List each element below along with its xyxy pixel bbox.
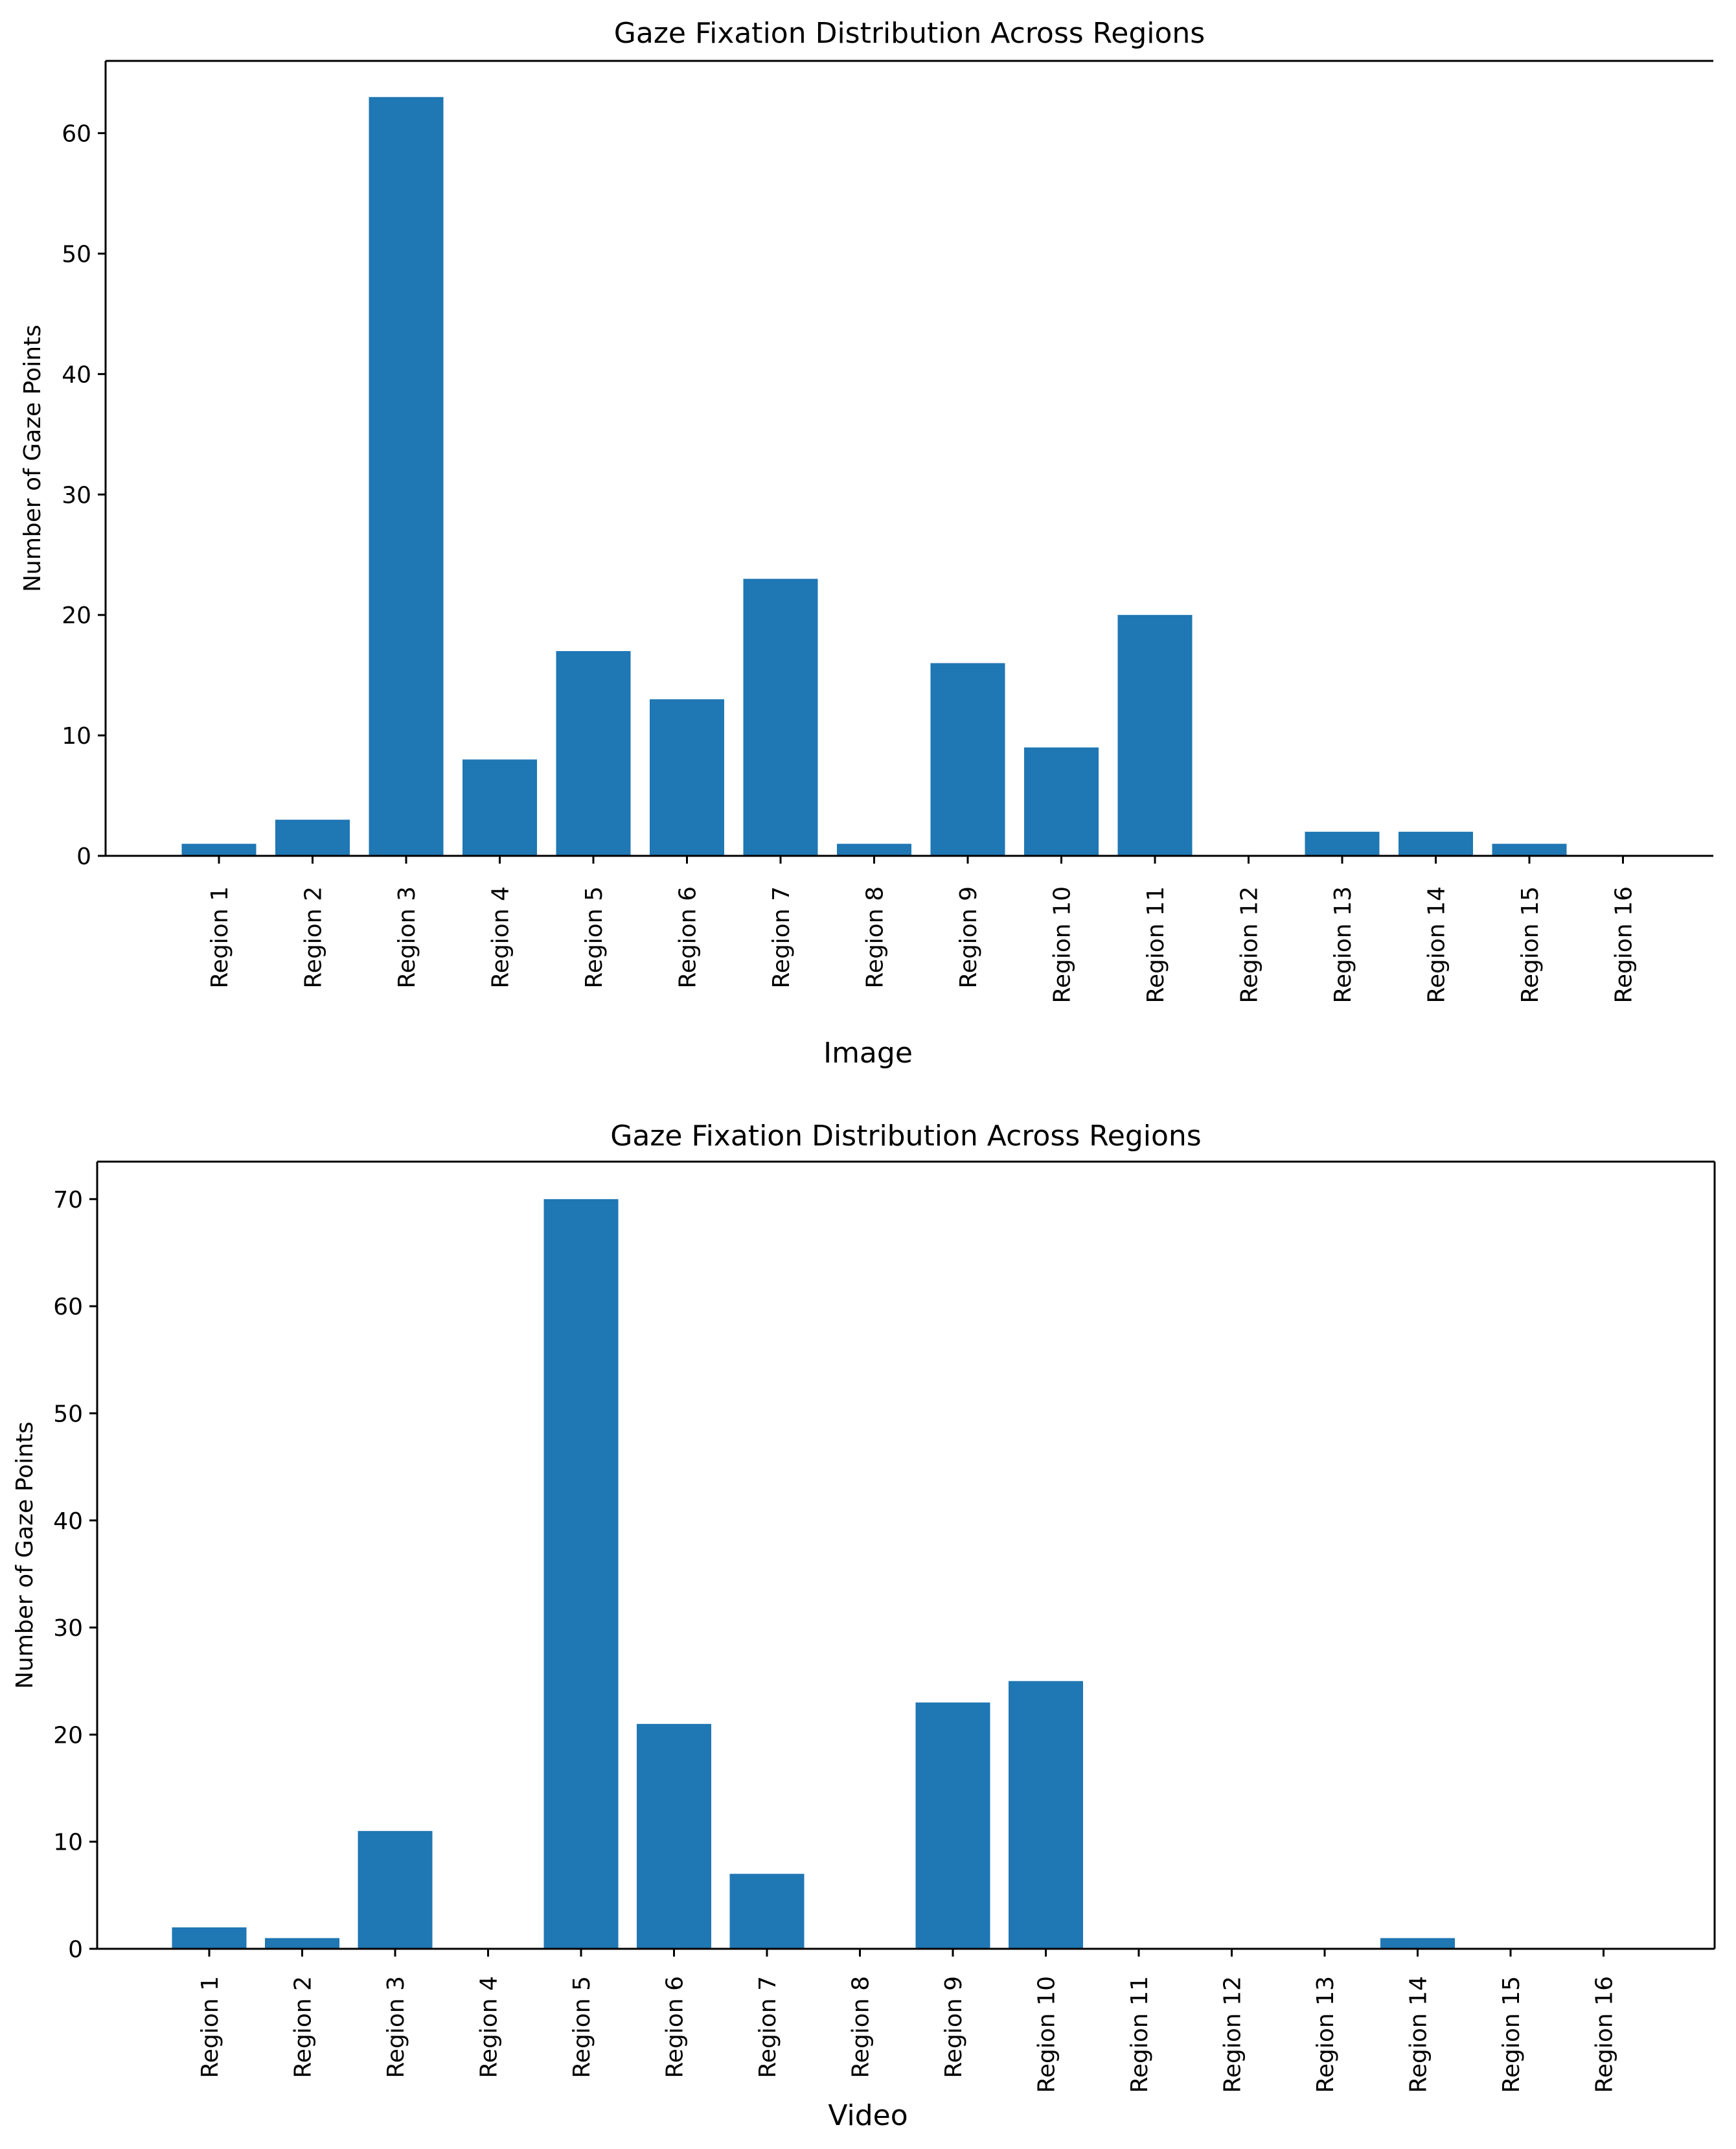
y-tick-label: 40 [62, 362, 91, 388]
bar-region-9 [930, 663, 1005, 856]
x-tick-label: Region 3 [383, 1976, 409, 2078]
bar-region-8 [837, 844, 911, 856]
x-tick-label: Region 2 [290, 1976, 317, 2078]
x-tick-label: Region 8 [848, 1976, 874, 2078]
y-tick-label: 70 [53, 1187, 83, 1213]
y-tick-label: 10 [53, 1830, 83, 1856]
bar-region-9 [915, 1702, 990, 1949]
y-tick-label: 30 [62, 482, 91, 509]
chart-title: Gaze Fixation Distribution Across Region… [610, 1120, 1201, 1153]
bar-region-14 [1380, 1938, 1455, 1949]
x-tick-label: Region 16 [1611, 886, 1638, 1004]
x-tick-label: Region 4 [488, 886, 514, 989]
y-tick-label: 40 [53, 1508, 83, 1535]
x-tick-label: Region 11 [1126, 1976, 1153, 2093]
x-tick-label: Region 4 [476, 1976, 503, 2078]
y-tick-label: 20 [62, 603, 91, 629]
x-tick-label: Region 5 [581, 886, 608, 989]
x-tick-label: Region 13 [1312, 1976, 1339, 2093]
x-tick-label: Region 12 [1237, 886, 1263, 1004]
x-tick-label: Region 7 [768, 886, 795, 989]
bar-region-2 [275, 820, 350, 856]
x-tick-label: Region 6 [662, 1976, 689, 2078]
x-tick-label: Region 12 [1220, 1976, 1246, 2093]
bar-region-1 [172, 1927, 247, 1949]
x-tick-label: Region 2 [301, 886, 327, 989]
y-tick-label: 0 [76, 844, 91, 870]
image-caption: Image [823, 1037, 913, 1070]
bar-region-3 [358, 1831, 433, 1949]
x-tick-label: Region 16 [1592, 1976, 1618, 2093]
x-tick-label: Region 8 [862, 886, 889, 989]
x-tick-label: Region 9 [955, 886, 982, 989]
bar-region-11 [1117, 615, 1193, 856]
x-tick-label: Region 14 [1424, 886, 1450, 1004]
y-tick-label: 0 [68, 1936, 83, 1963]
x-tick-label: Region 6 [675, 886, 702, 989]
x-tick-label: Region 15 [1498, 1976, 1525, 2093]
bar-region-6 [637, 1723, 711, 1949]
y-axis-label: Number of Gaze Points [12, 1421, 38, 1689]
x-tick-label: Region 10 [1049, 886, 1076, 1004]
bar-region-5 [556, 650, 631, 856]
x-tick-label: Region 11 [1143, 886, 1169, 1004]
bar-region-7 [729, 1874, 805, 1949]
x-tick-label: Region 7 [755, 1976, 781, 2078]
x-tick-label: Region 9 [941, 1976, 967, 2078]
bar-region-14 [1399, 831, 1473, 856]
bar-region-3 [369, 97, 444, 856]
bar-region-6 [650, 699, 724, 856]
y-tick-label: 60 [62, 121, 91, 148]
bar-region-10 [1009, 1681, 1083, 1949]
y-tick-label: 60 [53, 1294, 83, 1320]
video-chart-panel: Gaze Fixation Distribution Across Region… [0, 1101, 1736, 2146]
bar-region-15 [1492, 844, 1567, 856]
image-bar-chart: Gaze Fixation Distribution Across Region… [19, 17, 1713, 1004]
y-tick-label: 50 [53, 1401, 83, 1427]
video-bar-chart: Gaze Fixation Distribution Across Region… [12, 1120, 1716, 2093]
x-tick-label: Region 1 [207, 886, 233, 989]
y-axis-label: Number of Gaze Points [19, 325, 46, 592]
video-caption: Video [828, 2099, 908, 2132]
chart-title: Gaze Fixation Distribution Across Region… [614, 17, 1205, 50]
x-tick-label: Region 15 [1517, 886, 1544, 1004]
x-tick-label: Region 13 [1330, 886, 1356, 1004]
x-tick-label: Region 14 [1406, 1976, 1432, 2093]
x-tick-label: Region 5 [569, 1976, 595, 2078]
y-tick-label: 10 [62, 723, 91, 750]
bar-region-10 [1024, 747, 1099, 856]
x-tick-label: Region 3 [394, 886, 420, 989]
bar-region-7 [743, 579, 818, 856]
bar-region-1 [181, 844, 257, 856]
bar-region-13 [1305, 831, 1380, 856]
bar-region-4 [463, 759, 537, 856]
x-tick-label: Region 10 [1034, 1976, 1060, 2093]
y-tick-label: 30 [53, 1615, 83, 1642]
bar-region-2 [265, 1938, 339, 1949]
bar-region-5 [543, 1199, 619, 1949]
y-tick-label: 20 [53, 1722, 83, 1749]
image-chart-panel: Gaze Fixation Distribution Across Region… [19, 17, 1713, 1070]
y-tick-label: 50 [62, 241, 91, 268]
x-tick-label: Region 1 [197, 1976, 223, 2078]
